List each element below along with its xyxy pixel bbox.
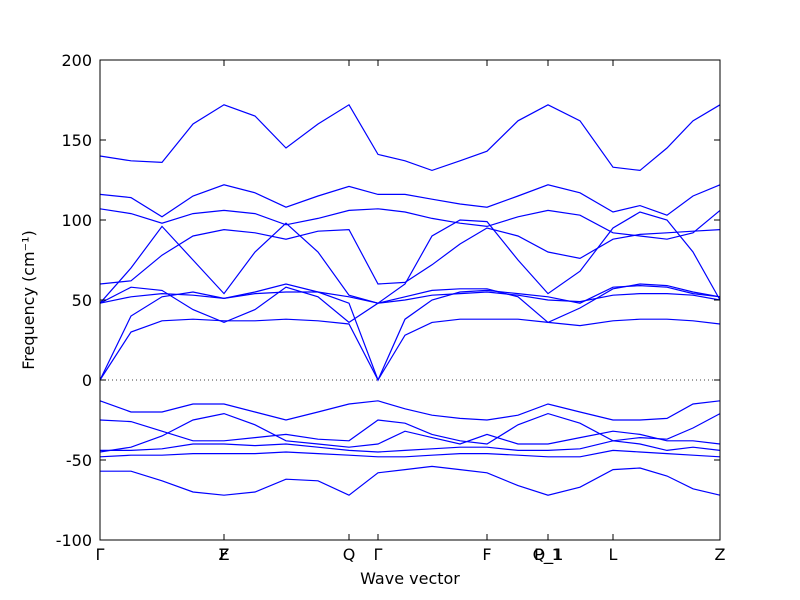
y-tick-label: 0 — [82, 371, 92, 390]
band-line — [99, 318, 721, 382]
x-tick-label: Z — [715, 545, 726, 564]
band-line — [99, 449, 721, 458]
x-tick-label: Z — [219, 545, 230, 564]
band-line — [99, 283, 721, 382]
x-tick-label: P_1 — [534, 545, 562, 565]
x-tick-label: Q_1 — [533, 545, 564, 565]
band-line — [99, 211, 721, 304]
band-line — [99, 227, 721, 285]
x-tick-label: L — [609, 545, 618, 564]
plot-frame — [99, 59, 721, 541]
band-line — [99, 412, 721, 453]
band-line — [99, 291, 721, 304]
y-tick-label: 100 — [61, 211, 92, 230]
band-line — [100, 465, 721, 496]
x-tick-label: Γ — [374, 545, 383, 564]
band-line — [100, 440, 721, 453]
x-axis-label: Wave vector — [360, 569, 460, 588]
y-tick-label: 50 — [72, 291, 92, 310]
y-tick-label: 150 — [61, 131, 92, 150]
y-tick-label: -50 — [66, 451, 92, 470]
x-tick-label: F — [219, 545, 228, 564]
y-axis-label: Frequency (cm⁻¹) — [19, 230, 38, 369]
x-tick-label: F — [482, 545, 491, 564]
band-line — [99, 184, 721, 218]
band-line — [99, 400, 721, 421]
y-tick-label: 200 — [61, 51, 92, 70]
band-line — [99, 412, 721, 445]
x-tick-label: Q — [343, 545, 356, 564]
band-line — [99, 103, 721, 172]
band-line — [99, 208, 721, 240]
x-tick-label: Γ — [96, 545, 105, 564]
y-tick-label: -100 — [56, 531, 92, 550]
